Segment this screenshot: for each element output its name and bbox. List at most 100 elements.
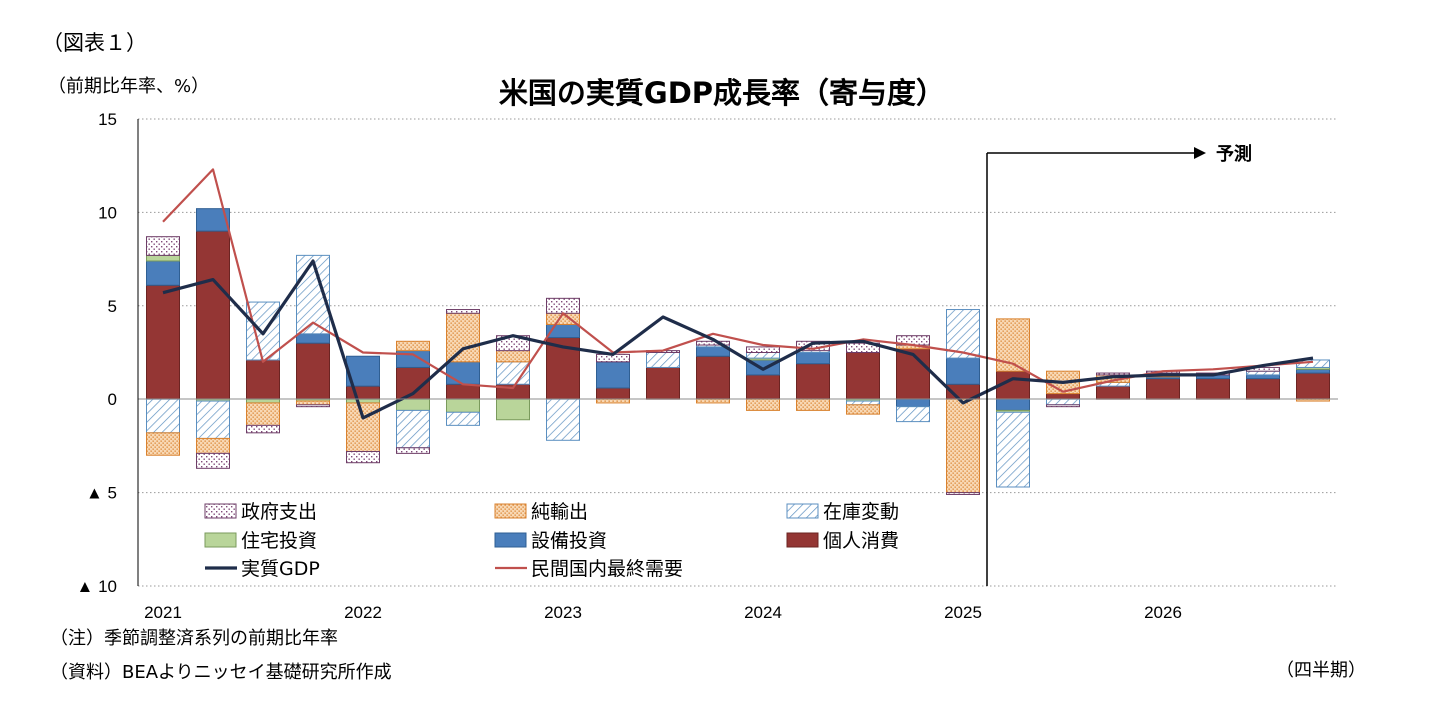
bar-gov bbox=[846, 342, 880, 354]
bar-gov bbox=[246, 424, 280, 434]
legend-item-netexp: 純輸出 bbox=[494, 501, 588, 523]
bar-biz bbox=[596, 361, 630, 389]
bar-inv bbox=[196, 400, 230, 439]
note-source: （資料）BEAよりニッセイ基礎研究所作成 bbox=[50, 662, 392, 683]
bar-netexp bbox=[946, 398, 980, 494]
legend-item-biz: 設備投資 bbox=[494, 530, 607, 552]
x-year-label: 2024 bbox=[744, 603, 782, 622]
bar-gov bbox=[196, 452, 230, 469]
bar-gov bbox=[146, 236, 180, 256]
bar-inv bbox=[446, 411, 480, 426]
bar-pc bbox=[746, 374, 780, 400]
bar-biz bbox=[946, 357, 980, 385]
bar-pc bbox=[1046, 393, 1080, 400]
bar-gov bbox=[396, 447, 430, 454]
legend-label: 純輸出 bbox=[531, 501, 588, 523]
bar-inv bbox=[896, 406, 930, 423]
legend-swatch bbox=[786, 532, 819, 548]
legend-label: 実質GDP bbox=[241, 558, 320, 580]
bar-pc bbox=[646, 366, 680, 400]
line-series bbox=[162, 168, 1314, 420]
bar-pc bbox=[1196, 378, 1230, 400]
bar-gov bbox=[296, 404, 330, 408]
bar-inv bbox=[396, 409, 430, 449]
forecast-label: 予測 bbox=[1216, 143, 1252, 165]
bar-pc bbox=[246, 359, 280, 400]
bar-gov bbox=[1046, 404, 1080, 408]
x-year-label: 2021 bbox=[144, 603, 182, 622]
legend-swatch bbox=[786, 503, 819, 519]
bar-gov bbox=[1096, 372, 1130, 376]
bar-gov bbox=[346, 451, 380, 464]
bar-pc bbox=[846, 352, 880, 400]
stacked-bars bbox=[146, 208, 1330, 495]
bar-netexp bbox=[696, 398, 730, 404]
bar-pc bbox=[146, 284, 180, 400]
y-axis-unit: （前期比年率、%） bbox=[48, 76, 209, 97]
bar-pc bbox=[446, 383, 480, 400]
bar-res bbox=[246, 398, 280, 404]
bar-biz bbox=[696, 346, 730, 357]
bar-inv bbox=[846, 400, 880, 406]
bar-res bbox=[146, 254, 180, 262]
legend-label: 民間国内最終需要 bbox=[531, 558, 683, 580]
legend-swatch bbox=[204, 532, 237, 548]
bar-netexp bbox=[996, 318, 1030, 372]
y-tick-labels: 15 10 5 0 ▲ 5 ▲ 10 bbox=[77, 110, 117, 596]
forecast-arrow-head bbox=[1194, 147, 1206, 159]
bar-biz bbox=[1296, 368, 1330, 374]
legend-item-pc: 個人消費 bbox=[786, 530, 899, 552]
bar-pc bbox=[596, 387, 630, 400]
line-gdp bbox=[162, 259, 1314, 420]
x-year-label: 2022 bbox=[344, 603, 382, 622]
bar-netexp bbox=[596, 398, 630, 404]
y-tick-label: 0 bbox=[108, 390, 117, 409]
note-seasonal: （注）季節調整済系列の前期比年率 bbox=[50, 628, 338, 649]
x-axis-unit: （四半期） bbox=[1276, 660, 1366, 681]
chart-title: 米国の実質GDP成長率（寄与度） bbox=[499, 76, 945, 110]
bar-inv bbox=[146, 398, 180, 434]
legend-item-dom: 民間国内最終需要 bbox=[495, 558, 683, 580]
x-year-labels: 2021 2022 2023 2024 2025 2026 bbox=[144, 603, 1182, 622]
legend-label: 在庫変動 bbox=[823, 501, 899, 523]
bar-gov bbox=[546, 297, 580, 314]
legend-swatch bbox=[204, 503, 237, 519]
bar-inv bbox=[646, 352, 680, 368]
legend-swatch bbox=[494, 503, 527, 519]
x-year-label: 2026 bbox=[1144, 603, 1182, 622]
bar-res bbox=[346, 398, 380, 404]
bar-netexp bbox=[296, 400, 330, 406]
bar-netexp bbox=[496, 350, 530, 363]
legend-label: 設備投資 bbox=[531, 530, 607, 552]
bar-pc bbox=[796, 363, 830, 400]
bar-netexp bbox=[846, 404, 880, 415]
legend-item-gdp: 実質GDP bbox=[205, 558, 320, 580]
bar-biz bbox=[896, 398, 930, 408]
bar-pc bbox=[346, 385, 380, 400]
bar-pc bbox=[296, 342, 330, 400]
bar-netexp bbox=[396, 340, 430, 352]
legend-item-gov: 政府支出 bbox=[204, 501, 317, 523]
bar-res bbox=[496, 398, 530, 421]
bar-pc bbox=[696, 355, 730, 400]
x-year-label: 2023 bbox=[544, 603, 582, 622]
y-tick-label: ▲ 5 bbox=[86, 484, 117, 503]
legend-item-res: 住宅投資 bbox=[204, 530, 317, 552]
bar-netexp bbox=[246, 402, 280, 426]
bar-pc bbox=[1296, 372, 1330, 400]
legend-label: 住宅投資 bbox=[241, 530, 317, 552]
bar-inv bbox=[496, 361, 530, 385]
line-dom bbox=[162, 168, 1314, 393]
bar-biz bbox=[296, 333, 330, 344]
bar-netexp bbox=[196, 437, 230, 454]
bar-biz bbox=[446, 361, 480, 385]
legend-swatch bbox=[494, 532, 527, 548]
bar-netexp bbox=[346, 402, 380, 453]
bar-inv bbox=[996, 411, 1030, 488]
bar-biz bbox=[996, 398, 1030, 411]
bar-gov bbox=[946, 492, 980, 495]
figure-label: （図表１） bbox=[42, 31, 147, 55]
y-tick-label: 5 bbox=[108, 297, 117, 316]
